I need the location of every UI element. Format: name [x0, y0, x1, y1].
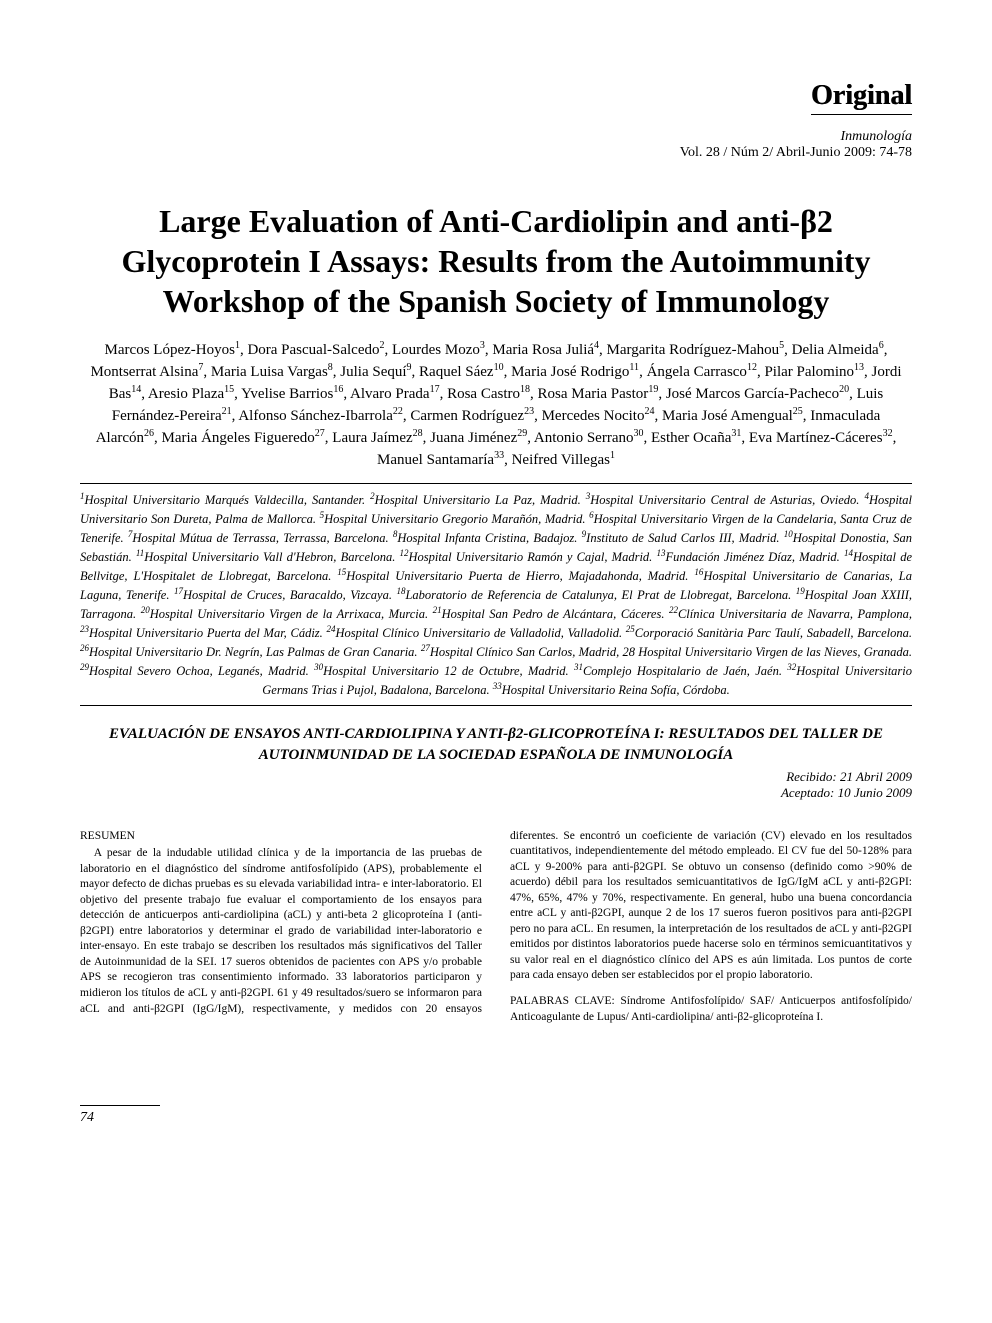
abstract-section: RESUMEN A pesar de la indudable utilidad…	[80, 829, 912, 1025]
accepted-date: Aceptado: 10 Junio 2009	[80, 785, 912, 801]
footer-rule	[80, 1105, 160, 1106]
dates: Recibido: 21 Abril 2009 Aceptado: 10 Jun…	[80, 769, 912, 801]
affiliations-list: 1Hospital Universitario Marqués Valdecil…	[80, 490, 912, 699]
spanish-title: EVALUACIÓN DE ENSAYOS ANTI-CARDIOLIPINA …	[80, 724, 912, 765]
keywords: PALABRAS CLAVE: Síndrome Antifosfolípido…	[510, 994, 912, 1025]
affiliations-container: 1Hospital Universitario Marqués Valdecil…	[80, 483, 912, 706]
journal-name: Inmunología	[80, 129, 912, 145]
section-label: Original	[811, 80, 912, 115]
article-title: Large Evaluation of Anti-Cardiolipin and…	[80, 201, 912, 321]
abstract-heading: RESUMEN	[80, 829, 482, 845]
received-date: Recibido: 21 Abril 2009	[80, 769, 912, 785]
page-number: 74	[80, 1110, 912, 1126]
page-container: Original Inmunología Vol. 28 / Núm 2/ Ab…	[0, 0, 992, 1166]
header: Original Inmunología Vol. 28 / Núm 2/ Ab…	[80, 80, 912, 161]
authors-list: Marcos López-Hoyos1, Dora Pascual-Salced…	[80, 339, 912, 471]
journal-info: Vol. 28 / Núm 2/ Abril-Junio 2009: 74-78	[80, 145, 912, 161]
